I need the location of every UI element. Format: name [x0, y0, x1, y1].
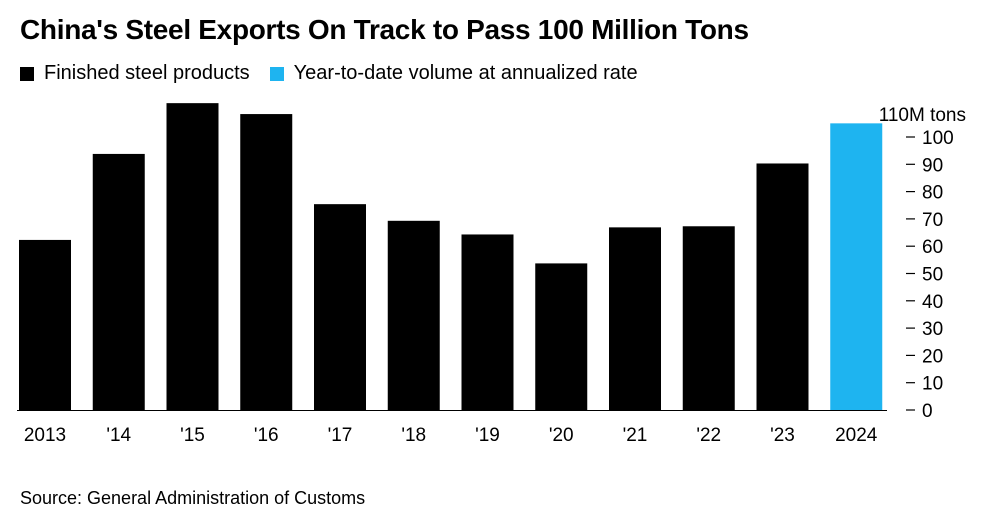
bar-finished-steel-6 [461, 234, 514, 410]
x-tick-label-0: 2013 [24, 425, 66, 446]
bar-finished-steel-1 [92, 153, 145, 410]
bar-finished-steel-7 [535, 263, 588, 410]
x-tick-label-7: '20 [549, 425, 574, 446]
legend-label-finished-steel: Finished steel products [44, 62, 250, 84]
y-tick-label-90: 90 [922, 155, 943, 176]
legend-swatch-annualized [269, 66, 284, 81]
legend-item-finished-steel: Finished steel products [20, 62, 250, 85]
x-tick-label-4: '17 [328, 425, 353, 446]
source-note: Source: General Administration of Custom… [20, 488, 366, 508]
bar-finished-steel-2 [166, 103, 219, 410]
legend-swatch-finished-steel [20, 66, 34, 81]
bar-finished-steel-10 [756, 163, 809, 410]
legend-item-annualized: Year-to-date volume at annualized rate [269, 62, 638, 85]
x-tick-label-2: '15 [180, 425, 205, 446]
bar-finished-steel-4 [314, 204, 366, 410]
chart-title: China's Steel Exports On Track to Pass 1… [20, 14, 749, 45]
y-tick-label-80: 80 [922, 183, 943, 204]
x-tick-label-1: '14 [106, 425, 131, 446]
y-tick-label-30: 30 [922, 319, 943, 340]
y-tick-label-40: 40 [922, 292, 943, 313]
legend-label-annualized: Year-to-date volume at annualized rate [293, 62, 638, 84]
bar-finished-steel-0 [19, 239, 71, 410]
x-tick-label-8: '21 [623, 425, 648, 446]
y-tick-label-10: 10 [922, 374, 943, 395]
y-tick-label-50: 50 [922, 265, 943, 286]
x-tick-label-11: 2024 [835, 425, 878, 446]
y-axis-unit-label: 110M tons [879, 105, 966, 126]
y-tick-label-100: 100 [922, 128, 954, 149]
y-tick-label-60: 60 [922, 237, 943, 258]
x-tick-label-3: '16 [254, 425, 279, 446]
x-tick-label-9: '22 [696, 425, 721, 446]
x-tick-label-5: '18 [401, 425, 426, 446]
bar-finished-steel-3 [240, 114, 293, 411]
y-tick-label-20: 20 [922, 346, 943, 367]
x-tick-label-6: '19 [475, 425, 500, 446]
bar-finished-steel-8 [609, 227, 661, 410]
y-tick-label-0: 0 [922, 401, 933, 422]
y-tick-label-70: 70 [922, 210, 943, 231]
bar-finished-steel-9 [682, 226, 735, 410]
bar-annualized-11 [830, 123, 883, 410]
x-tick-label-10: '23 [770, 425, 795, 446]
bar-finished-steel-5 [387, 220, 440, 410]
legend: Finished steel products Year-to-date vol… [20, 62, 658, 85]
